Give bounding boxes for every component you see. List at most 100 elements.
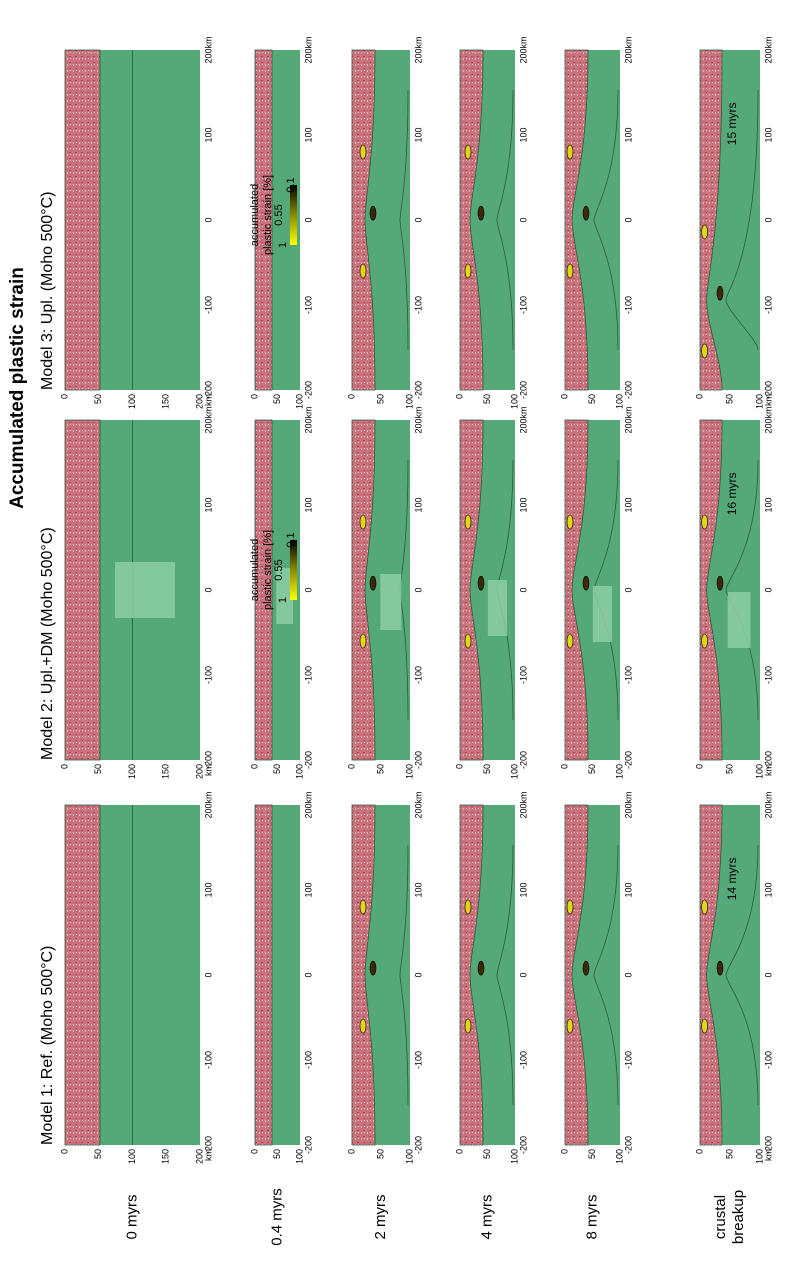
strain-zone <box>582 575 590 591</box>
x-tick-label: -100 <box>203 666 213 684</box>
depth-unit: km <box>763 1149 773 1161</box>
colorbar-tick-label: 1 <box>277 597 289 603</box>
model-panel <box>699 804 760 1146</box>
dm-anomaly <box>115 562 175 618</box>
x-tick-label: 200km <box>413 36 423 63</box>
strain-zone <box>359 263 367 279</box>
x-tick-label: -200 <box>203 1136 213 1154</box>
x-tick-label: -100 <box>203 1051 213 1069</box>
model-panel <box>564 804 620 1146</box>
row-label: breakup <box>730 1190 747 1244</box>
x-tick-label: -100 <box>623 1051 633 1069</box>
x-tick-label: 200km <box>203 406 213 433</box>
x-tick-label: 0 <box>518 217 528 222</box>
x-tick-label: 0 <box>413 587 423 592</box>
breakup-label: 15 myrs <box>725 103 739 146</box>
x-tick-label: -200 <box>303 1136 313 1154</box>
x-tick-label: 200km <box>518 406 528 433</box>
x-tick-label: -100 <box>623 666 633 684</box>
depth-tick-label: 100 <box>754 764 764 779</box>
strain-zone <box>359 899 367 915</box>
depth-tick-label: 50 <box>724 394 734 404</box>
lithosphere-base <box>496 844 514 1106</box>
depth-tick-label: 50 <box>93 764 103 774</box>
x-tick-label: 0 <box>623 587 633 592</box>
x-tick-label: -200 <box>413 1136 423 1154</box>
x-tick-label: -100 <box>413 1051 423 1069</box>
x-tick-label: 200km <box>203 791 213 818</box>
crust <box>351 804 376 1146</box>
depth-tick-label: 0 <box>694 764 704 769</box>
x-tick-label: 100 <box>413 127 423 142</box>
x-tick-label: 0 <box>303 587 313 592</box>
model-title: Model 3: Upl. (Moho 500°C) <box>39 192 56 390</box>
x-tick-label: -100 <box>203 296 213 314</box>
x-tick-label: 200km <box>203 36 213 63</box>
x-tick-label: 100 <box>303 127 313 142</box>
x-tick-label: -100 <box>623 296 633 314</box>
depth-tick-label: 0 <box>249 394 259 399</box>
model-panel <box>564 49 620 391</box>
depth-tick-label: 0 <box>59 1149 69 1154</box>
crust <box>564 804 589 1146</box>
colorbar-tick-label: 0.55 <box>273 204 285 225</box>
x-tick-label: -100 <box>303 666 313 684</box>
lithosphere-base <box>593 89 619 351</box>
depth-tick-label: 100 <box>509 394 519 409</box>
x-tick-label: 100 <box>518 497 528 512</box>
x-tick-label: 0 <box>413 217 423 222</box>
x-tick-label: -200 <box>203 381 213 399</box>
strain-zone <box>701 633 708 649</box>
strain-zone <box>716 960 724 976</box>
depth-tick-label: 100 <box>509 764 519 779</box>
depth-tick-label: 50 <box>272 1149 282 1159</box>
x-tick-label: 100 <box>203 497 213 512</box>
strain-zone <box>566 633 574 649</box>
x-tick-label: 200km <box>623 36 633 63</box>
x-tick-label: 0 <box>518 972 528 977</box>
model-panel <box>351 419 410 761</box>
strain-zone <box>477 960 485 976</box>
dm-anomaly <box>276 568 294 624</box>
strain-zone <box>716 575 724 591</box>
x-tick-label: -100 <box>518 666 528 684</box>
lithosphere-base <box>725 459 759 721</box>
strain-zone <box>566 514 574 530</box>
x-tick-label: -100 <box>413 666 423 684</box>
depth-tick-label: 0 <box>454 1149 464 1154</box>
x-tick-label: -200 <box>303 381 313 399</box>
x-tick-label: 0 <box>413 972 423 977</box>
depth-tick-label: 50 <box>93 394 103 404</box>
depth-tick-label: 150 <box>161 394 171 409</box>
x-tick-label: 0 <box>303 972 313 977</box>
depth-tick-label: 100 <box>294 394 304 409</box>
strain-zone <box>464 633 472 649</box>
x-tick-label: 100 <box>518 127 528 142</box>
crust <box>459 804 484 1146</box>
crust <box>699 419 723 761</box>
strain-zone <box>477 575 485 591</box>
crust <box>351 49 376 391</box>
x-tick-label: -100 <box>303 1051 313 1069</box>
depth-tick-label: 50 <box>482 764 492 774</box>
strain-zone <box>582 960 590 976</box>
depth-tick-label: 150 <box>161 1149 171 1164</box>
dm-anomaly <box>380 574 402 630</box>
rotated-figure: Accumulated plastic strain Model 1: Ref. … <box>7 36 773 1245</box>
depth-tick-label: 0 <box>346 394 356 399</box>
crust <box>699 49 723 391</box>
depth-tick-label: 100 <box>509 1149 519 1164</box>
x-tick-label: -100 <box>303 296 313 314</box>
strain-zone <box>701 1018 708 1034</box>
x-tick-label: 0 <box>203 217 213 222</box>
model-panel <box>64 804 200 1146</box>
x-tick-label: 0 <box>763 217 773 222</box>
strain-zone <box>477 205 485 221</box>
x-tick-label: -200 <box>413 381 423 399</box>
x-tick-label: -200 <box>623 751 633 769</box>
x-tick-label: -200 <box>623 381 633 399</box>
x-tick-label: -100 <box>763 666 773 684</box>
depth-tick-label: 200 <box>194 1149 204 1164</box>
x-tick-label: 200km <box>623 791 633 818</box>
